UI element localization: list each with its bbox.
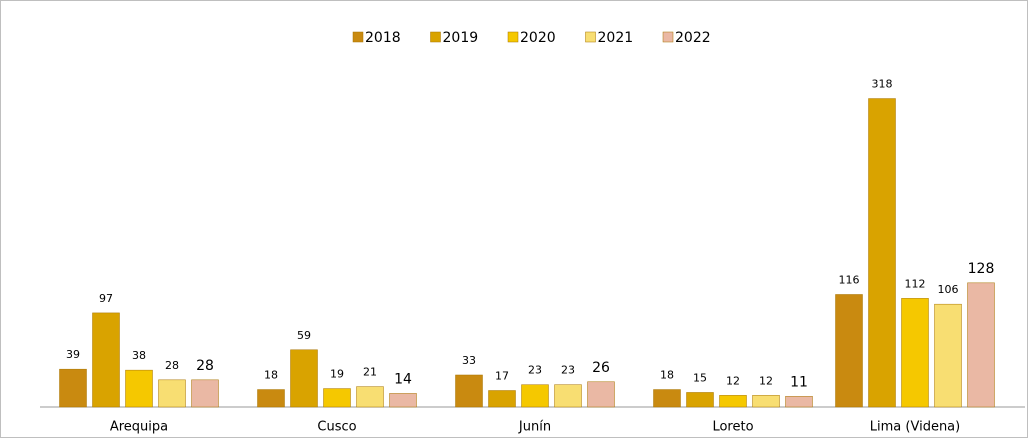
bar xyxy=(257,389,285,408)
data-label: 14 xyxy=(394,371,412,387)
legend-swatch xyxy=(585,31,596,43)
bar xyxy=(488,390,516,408)
data-label: 21 xyxy=(363,366,377,379)
data-label: 12 xyxy=(759,374,773,387)
bar xyxy=(686,392,714,408)
bar xyxy=(554,384,582,408)
data-label: 11 xyxy=(790,374,808,390)
data-label: 26 xyxy=(592,360,610,376)
data-label: 112 xyxy=(905,277,926,290)
bar xyxy=(125,369,153,408)
bar xyxy=(587,381,615,408)
bar xyxy=(868,98,896,408)
legend-label: 2022 xyxy=(675,30,711,46)
x-tick-label: Junín xyxy=(518,420,551,435)
data-label: 97 xyxy=(99,292,113,305)
bar xyxy=(785,396,813,408)
data-label: 18 xyxy=(660,369,674,382)
bar xyxy=(455,374,483,408)
x-tick-label: Lima (Videna) xyxy=(870,420,960,435)
data-label: 18 xyxy=(264,369,278,382)
data-label: 23 xyxy=(561,364,575,377)
bar xyxy=(356,386,384,408)
bar xyxy=(191,379,219,408)
data-label: 23 xyxy=(528,364,542,377)
data-label: 318 xyxy=(872,78,893,91)
data-label: 33 xyxy=(462,354,476,367)
legend-label: 2018 xyxy=(365,30,401,46)
data-label: 39 xyxy=(66,348,80,361)
bar xyxy=(934,303,962,408)
x-tick-label: Loreto xyxy=(712,420,753,435)
data-label: 28 xyxy=(196,358,214,374)
legend-swatch xyxy=(430,31,441,43)
legend-swatch xyxy=(507,31,519,43)
data-label: 106 xyxy=(938,283,959,296)
legend-label: 2019 xyxy=(443,30,479,46)
bar xyxy=(290,349,318,408)
bar xyxy=(158,379,186,408)
data-label: 17 xyxy=(495,370,509,383)
legend-swatch xyxy=(352,31,364,43)
bar xyxy=(389,393,417,408)
data-label: 116 xyxy=(839,273,860,286)
bar xyxy=(967,282,995,408)
bar xyxy=(521,384,549,408)
legend-label: 2020 xyxy=(520,30,556,46)
bar xyxy=(59,368,87,408)
bar xyxy=(653,389,681,408)
data-label: 19 xyxy=(330,368,344,381)
bar xyxy=(323,388,351,408)
bar xyxy=(752,395,780,408)
bar xyxy=(835,294,863,408)
data-label: 12 xyxy=(726,374,740,387)
bar xyxy=(901,298,929,408)
data-label: 59 xyxy=(297,329,311,342)
x-tick-label: Cusco xyxy=(317,420,356,435)
x-tick-label: Arequipa xyxy=(110,420,168,435)
data-label: 128 xyxy=(968,261,995,277)
legend-swatch xyxy=(662,31,674,43)
legend-label: 2021 xyxy=(598,30,634,46)
data-label: 15 xyxy=(693,371,707,384)
bar xyxy=(719,395,747,408)
data-label: 28 xyxy=(165,359,179,372)
bar xyxy=(92,312,120,408)
data-label: 38 xyxy=(132,349,146,362)
